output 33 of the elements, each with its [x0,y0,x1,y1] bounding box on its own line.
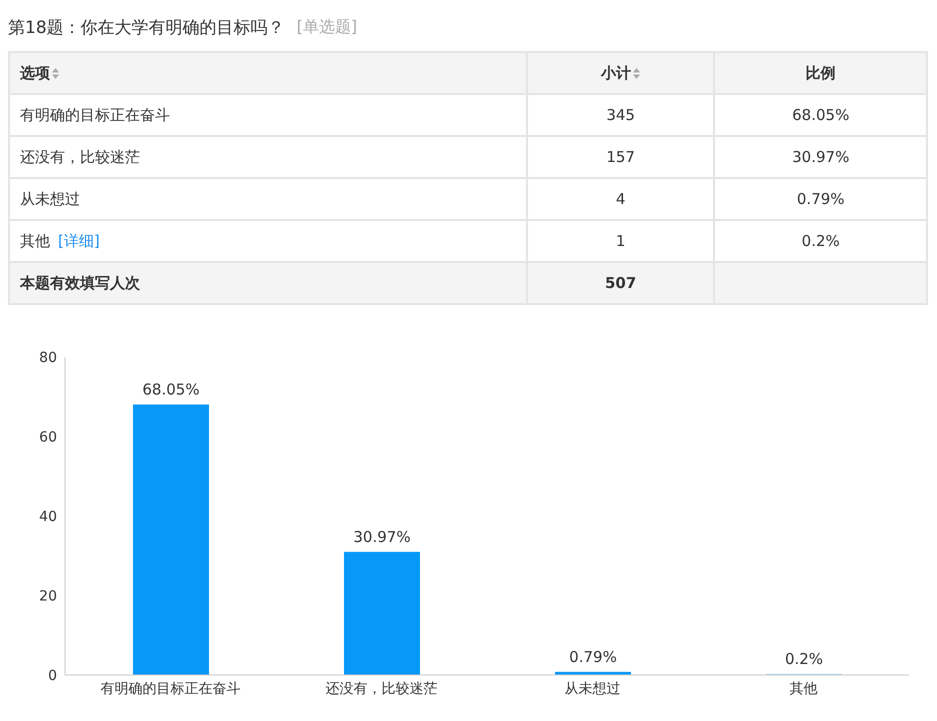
data-label: 68.05% [715,95,928,137]
y-tick-label: 60 [39,429,57,446]
category-label: 有明确的目标正在奋斗 [20,106,170,124]
x-tick-label: 还没有，比较迷茫 [326,680,438,697]
data-label: 0.79% [715,179,928,221]
category-label: 本题有效填写人次 [20,274,140,292]
text: 第18题：你在大学有明确的目标吗？ [8,16,285,38]
data-label: 0.2% [715,221,928,263]
series-label: 小计 [601,64,632,82]
data-label: 345 [528,95,716,137]
data-label: 1 [528,221,716,263]
x-tick-label: 有明确的目标正在奋斗 [100,680,240,697]
data-label: 0.2% [784,650,824,668]
data-label: 507 [528,263,716,305]
data-label: 68.05% [142,380,200,398]
category-label: 其他 [20,232,50,250]
data-label: 30.97% [353,528,411,546]
text: [单选题] [296,16,358,38]
y-tick-label: 80 [39,350,57,366]
x-tick-label: 从未想过 [564,680,620,697]
data-label: 0.79% [569,648,617,666]
data-label: 30.97% [715,137,928,179]
y-tick-label: 40 [39,508,57,525]
text: [详细] [58,232,100,250]
y-tick-label: 20 [39,588,57,604]
category-label: 还没有，比较迷茫 [20,148,140,166]
category-label: 从未想过 [20,190,80,208]
x-tick-label: 其他 [790,680,818,697]
series-label: 比例 [806,64,836,82]
text: 选项 [20,64,51,82]
data-label: 157 [528,137,716,179]
data-label: 4 [528,179,716,221]
y-tick-label: 0 [48,668,57,684]
